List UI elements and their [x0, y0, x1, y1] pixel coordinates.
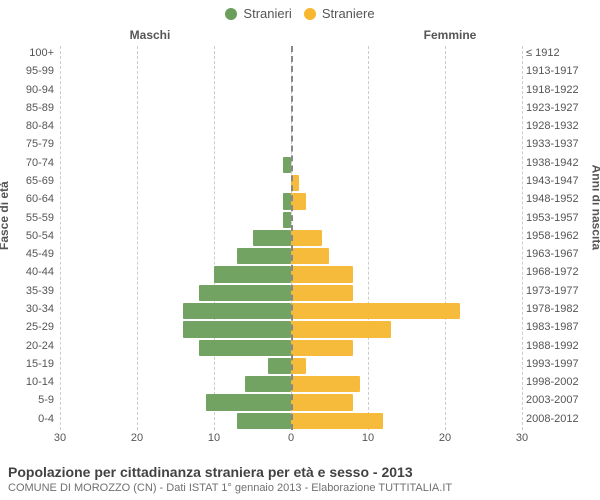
x-tick-label: 10 [208, 432, 220, 444]
x-tick-label: 10 [362, 432, 374, 444]
bar-female [291, 340, 353, 356]
chart-subtitle: COMUNE DI MOROZZO (CN) - Dati ISTAT 1° g… [8, 482, 592, 494]
y-label-birth: 1933-1937 [520, 137, 574, 155]
column-header-male: Maschi [0, 28, 300, 42]
y-label-age: 80-84 [0, 119, 54, 137]
y-label-age: 10-14 [0, 375, 54, 393]
bar-male [214, 266, 291, 282]
bar-female [291, 394, 353, 410]
legend-female: Straniere [304, 6, 375, 21]
y-label-birth: 1978-1982 [520, 302, 574, 320]
y-label-age: 35-39 [0, 284, 54, 302]
legend: Stranieri Straniere [0, 0, 600, 21]
bar-female [291, 358, 306, 374]
y-label-age: 75-79 [0, 137, 54, 155]
y-label-age: 25-29 [0, 320, 54, 338]
y-label-birth: 1993-1997 [520, 357, 574, 375]
bar-female [291, 285, 353, 301]
y-label-birth: 2003-2007 [520, 393, 574, 411]
bar-male [199, 285, 291, 301]
bar-male [206, 394, 291, 410]
bar-male [283, 157, 291, 173]
y-label-age: 90-94 [0, 83, 54, 101]
x-axis: 3020100102030 [60, 432, 522, 448]
legend-male-label: Stranieri [243, 6, 291, 21]
y-axis-right: ≤ 19121913-19171918-19221923-19271928-19… [520, 46, 580, 430]
y-label-age: 60-64 [0, 192, 54, 210]
chart-footer: Popolazione per cittadinanza straniera p… [8, 464, 592, 494]
bar-female [291, 248, 329, 264]
y-label-age: 5-9 [0, 393, 54, 411]
bar-male [183, 321, 291, 337]
bar-male [199, 340, 291, 356]
y-label-age: 100+ [0, 46, 54, 64]
y-label-age: 85-89 [0, 101, 54, 119]
y-axis-title-right: Anni di nascita [589, 165, 600, 250]
y-label-birth: 1968-1972 [520, 265, 574, 283]
bar-male [283, 193, 291, 209]
y-label-age: 55-59 [0, 211, 54, 229]
chart-title: Popolazione per cittadinanza straniera p… [8, 464, 592, 480]
bar-male [237, 413, 291, 429]
legend-female-label: Straniere [322, 6, 375, 21]
y-label-age: 95-99 [0, 64, 54, 82]
bar-male [268, 358, 291, 374]
y-label-birth: 1953-1957 [520, 211, 574, 229]
y-label-birth: 1988-1992 [520, 339, 574, 357]
center-axis [291, 46, 293, 430]
y-label-age: 15-19 [0, 357, 54, 375]
x-tick-label: 30 [54, 432, 66, 444]
y-label-age: 20-24 [0, 339, 54, 357]
y-label-birth: 1918-1922 [520, 83, 574, 101]
bar-female [291, 413, 383, 429]
bar-male [245, 376, 291, 392]
x-tick-label: 20 [439, 432, 451, 444]
legend-female-swatch [304, 8, 316, 20]
y-label-age: 45-49 [0, 247, 54, 265]
gridline [522, 46, 523, 430]
bar-male [237, 248, 291, 264]
x-tick-label: 20 [131, 432, 143, 444]
y-label-birth: 1923-1927 [520, 101, 574, 119]
legend-male-swatch [225, 8, 237, 20]
legend-male: Stranieri [225, 6, 291, 21]
x-tick-label: 30 [516, 432, 528, 444]
bar-female [291, 230, 322, 246]
plot-area [60, 46, 522, 430]
y-label-birth: 1928-1932 [520, 119, 574, 137]
y-label-age: 40-44 [0, 265, 54, 283]
y-label-birth: 1943-1947 [520, 174, 574, 192]
bar-male [283, 212, 291, 228]
y-label-birth: 1938-1942 [520, 156, 574, 174]
y-label-birth: 1963-1967 [520, 247, 574, 265]
y-label-birth: 1973-1977 [520, 284, 574, 302]
y-label-birth: 1913-1917 [520, 64, 574, 82]
y-label-birth: 2008-2012 [520, 412, 574, 430]
population-pyramid-chart: Stranieri Straniere Maschi Femmine Fasce… [0, 0, 600, 500]
y-label-birth: 1998-2002 [520, 375, 574, 393]
y-label-age: 50-54 [0, 229, 54, 247]
x-tick-label: 0 [288, 432, 294, 444]
bar-male [253, 230, 291, 246]
y-label-age: 30-34 [0, 302, 54, 320]
bar-female [291, 193, 306, 209]
bar-female [291, 321, 391, 337]
y-label-age: 0-4 [0, 412, 54, 430]
bar-female [291, 266, 353, 282]
y-label-birth: ≤ 1912 [520, 46, 574, 64]
y-label-birth: 1958-1962 [520, 229, 574, 247]
y-label-birth: 1948-1952 [520, 192, 574, 210]
y-label-age: 70-74 [0, 156, 54, 174]
bar-female [291, 376, 360, 392]
y-label-birth: 1983-1987 [520, 320, 574, 338]
plot-inner [60, 46, 522, 430]
column-header-female: Femmine [300, 28, 600, 42]
y-axis-left: 100+95-9990-9485-8980-8475-7970-7465-696… [0, 46, 60, 430]
bar-male [183, 303, 291, 319]
y-label-age: 65-69 [0, 174, 54, 192]
bar-female [291, 303, 460, 319]
